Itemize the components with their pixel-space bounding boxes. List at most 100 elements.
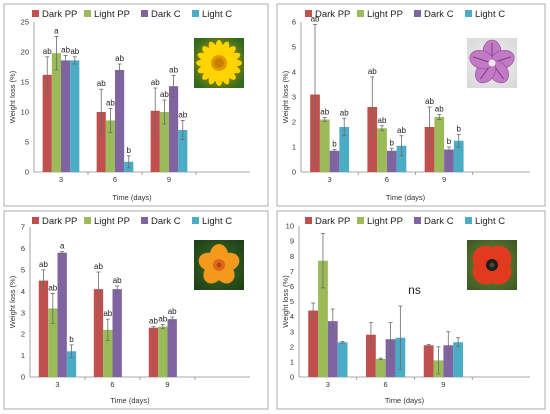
legend-entry: Light PP [94,216,130,227]
x-axis-title: Time (days) [110,396,150,405]
orange-nasturtium-flower-icon [194,240,244,290]
bar [115,70,125,172]
significance-label: b [456,125,461,134]
bar [424,127,435,172]
legend-entry: Light C [475,9,505,20]
bar [38,280,49,377]
bar [42,74,52,172]
x-axis-title: Time (days) [385,396,425,405]
significance-label: b [69,335,74,344]
y-tick-label: 3 [21,308,25,317]
bar [386,150,397,172]
y-tick-label: 20 [21,48,29,57]
significance-label: ab [97,79,106,88]
bar [319,119,330,172]
y-tick-label: 5 [21,265,25,274]
bar [159,112,169,172]
significance-label: ab [48,283,57,292]
bar [96,112,106,172]
legend-entry: Light PP [367,9,403,20]
legend-swatch [465,10,472,17]
y-tick-label: 5 [292,43,296,52]
y-tick-label: 0 [21,373,25,382]
legend-entry: Light PP [367,216,403,227]
legend-entry: Dark C [151,9,181,20]
significance-label: ab [368,67,377,76]
y-tick-label: 15 [21,78,29,87]
x-tick-label: 6 [113,175,117,184]
legend-swatch [465,217,472,224]
y-axis-title: Weight loss (%) [281,70,290,123]
bar [385,339,396,377]
bar [57,252,67,377]
significance-label: ab [115,54,124,63]
significance-label: b [332,140,337,149]
legend-entry: Dark PP [315,216,350,227]
legend-entry: Light C [202,216,232,227]
significance-label: ab [311,15,320,24]
bar [169,86,179,172]
yellow-daisy-flower-icon [194,38,244,88]
y-tick-label: 25 [21,18,29,27]
ns-annotation: ns [408,283,421,297]
significance-label: ab [158,315,167,324]
significance-label: ab [151,78,160,87]
significance-label: ab [435,105,444,114]
y-tick-label: 3 [292,93,296,102]
bar [178,130,188,172]
significance-label: ab [320,108,329,117]
bar [148,327,159,377]
legend-swatch [414,10,421,17]
significance-label: ab [397,126,406,135]
y-tick-label: 2 [21,330,25,339]
y-tick-label: 9 [290,237,294,246]
y-axis-title: Weight loss (%) [8,275,17,328]
y-tick-label: 6 [290,282,294,291]
bar [167,319,177,377]
bar [150,110,160,172]
y-tick-label: 6 [21,244,25,253]
significance-label: ab [61,46,70,55]
significance-label: ab [378,116,387,125]
x-tick-label: 3 [55,380,59,389]
x-tick-label: 3 [326,380,330,389]
y-tick-label: 0 [290,373,294,382]
legend-swatch [32,217,39,224]
significance-label: a [60,242,65,251]
bar [453,342,464,377]
purple-mallow-flower-icon [467,38,517,88]
legend-swatch [84,10,91,17]
legend-entry: Light PP [94,9,130,20]
significance-label: ab [149,317,158,326]
bar [112,289,122,377]
y-axis-title: Weight loss (%) [8,70,17,123]
significance-label: ab [178,110,187,119]
y-tick-label: 6 [292,18,296,27]
x-tick-label: 3 [328,175,332,184]
significance-label: ab [340,108,349,117]
y-tick-label: 4 [292,68,296,77]
legend-entry: Dark C [151,216,181,227]
significance-label: ab [160,90,169,99]
bar [329,150,340,172]
bar [396,145,407,172]
y-axis-title: Weight loss (%) [281,275,290,328]
bar [61,60,71,172]
x-tick-label: 9 [441,380,445,389]
legend-swatch [414,217,421,224]
y-tick-label: 0 [25,168,29,177]
bar [105,120,115,172]
bar [375,358,386,377]
significance-label: ab [103,309,112,318]
x-axis-title: Time (days) [386,193,426,202]
significance-label: ab [43,47,52,56]
significance-label: ab [169,65,178,74]
y-tick-label: 3 [290,327,294,336]
y-tick-label: 1 [292,143,296,152]
bar [93,289,104,377]
legend-entry: Light C [475,216,505,227]
y-tick-label: 1 [290,358,294,367]
legend-entry: Dark C [424,9,454,20]
legend-swatch [305,217,312,224]
